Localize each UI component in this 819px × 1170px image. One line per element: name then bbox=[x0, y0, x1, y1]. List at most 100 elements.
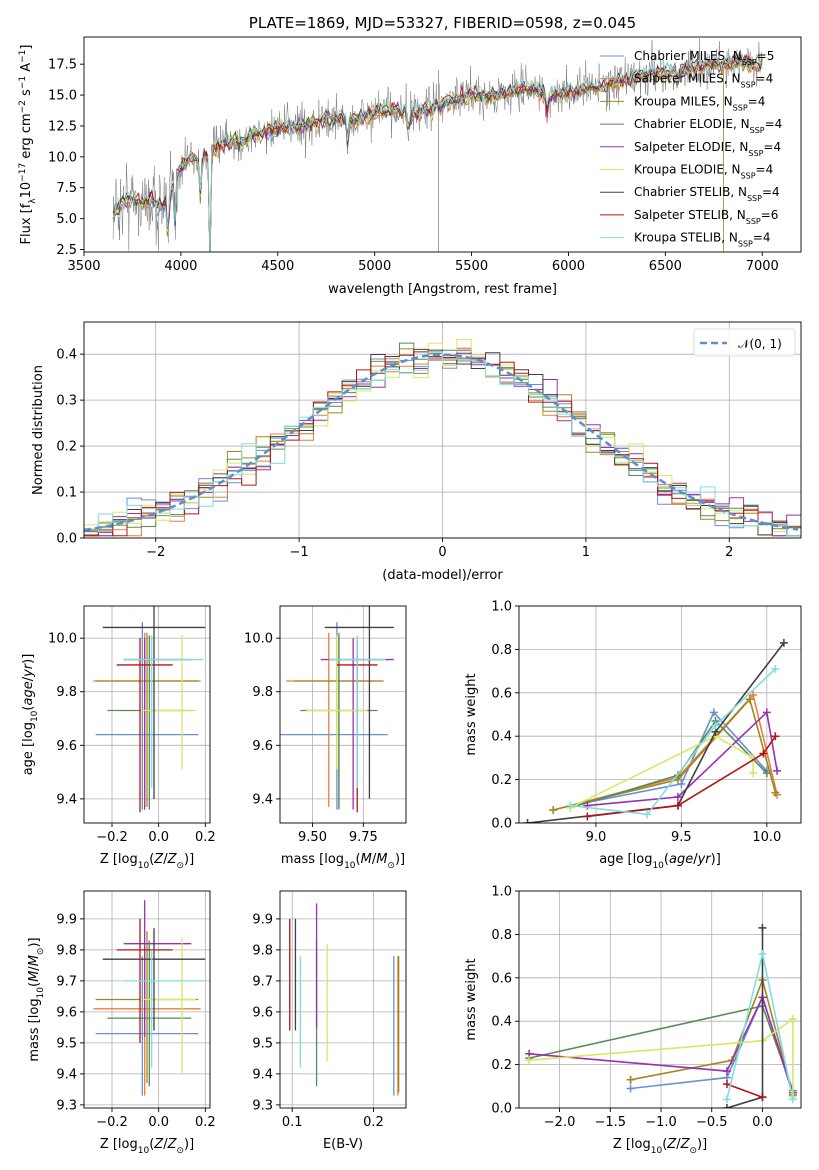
x-tick-label: 4000 bbox=[164, 259, 197, 274]
x-tick-label: −1.0 bbox=[645, 1115, 677, 1130]
y-axis-label: age [log10(age/yr)] bbox=[21, 654, 40, 776]
label-part: / bbox=[372, 852, 377, 867]
weight-marker-2 bbox=[771, 788, 780, 797]
y-tick-label: 9.5 bbox=[56, 1036, 77, 1051]
y-tick-label: 9.9 bbox=[252, 912, 273, 927]
weight-line-7 bbox=[726, 1083, 763, 1098]
weight-marker-0 bbox=[709, 708, 718, 717]
y-axis-label: Flux [fλ10−17 erg cm−2 s−1 A−1] bbox=[18, 45, 38, 245]
weight-line-4 bbox=[529, 995, 794, 1094]
legend-name: Chabrier ELODIE, N bbox=[634, 117, 750, 131]
x-tick-label: 0 bbox=[438, 545, 446, 560]
normal-curve bbox=[84, 353, 799, 532]
chart-4: 9.0 9.5 10.0 0.0 0.2 0.4 0.6 0.8 1.0 age [log10(a… bbox=[464, 600, 802, 871]
weight-marker-7 bbox=[673, 801, 682, 810]
legend-sub: SSP bbox=[748, 148, 763, 157]
label-part: −17 bbox=[18, 163, 28, 182]
model-line-7 bbox=[112, 54, 763, 252]
x-axis-label: wavelength [Angstrom, rest frame] bbox=[328, 282, 557, 297]
x-tick-label: 4500 bbox=[261, 259, 294, 274]
label-part: Z bbox=[167, 852, 178, 867]
x-axis-label: Z [log10(Z/Z⊙)] bbox=[100, 852, 194, 871]
weight-line-3 bbox=[570, 719, 768, 809]
chart-5: −0.2 0.0 0.29.39.49.59.69.79.89.9Z [log10(… bbox=[27, 890, 216, 1156]
label-part: 10 bbox=[138, 1146, 150, 1156]
plot-area bbox=[84, 891, 210, 1108]
y-tick-label: 0.8 bbox=[491, 643, 512, 658]
legend-label-2: Kroupa MILES, NSSP=4 bbox=[634, 94, 765, 112]
weight-marker-8 bbox=[722, 1095, 731, 1104]
legend-name: Chabrier MILES, N bbox=[634, 49, 742, 63]
y-tick-label: 0.2 bbox=[491, 1058, 512, 1073]
weight-marker-8 bbox=[758, 949, 767, 958]
label-part: age [log bbox=[21, 722, 36, 775]
label-part: yr bbox=[21, 662, 36, 678]
chart-1: −2 −1 0 1 2 0.0 0.1 0.2 0.3 0.4 (data-model)/error… bbox=[31, 321, 802, 583]
weight-marker-5 bbox=[749, 769, 758, 778]
weight-marker-6 bbox=[758, 923, 767, 932]
plot-area bbox=[84, 606, 210, 823]
y-tick-label: 9.8 bbox=[252, 685, 273, 700]
label-part: ⊙ bbox=[689, 1146, 697, 1156]
x-tick-label: 6000 bbox=[552, 259, 585, 274]
label-part: Flux [f bbox=[19, 203, 34, 244]
label-part: s bbox=[19, 89, 34, 100]
y-axis-label: mass [log10(M/M⊙)] bbox=[27, 937, 46, 1061]
legend-count: =4 bbox=[756, 163, 774, 177]
y-tick-label: 9.6 bbox=[252, 1005, 273, 1020]
label-part: ] bbox=[19, 45, 34, 50]
legend-label-5: Kroupa ELODIE, NSSP=4 bbox=[634, 163, 773, 181]
x-tick-label: −1 bbox=[290, 545, 309, 560]
y-tick-label: 9.8 bbox=[56, 685, 77, 700]
legend-sub: SSP bbox=[747, 194, 762, 203]
y-tick-label: 0.6 bbox=[491, 971, 512, 986]
plot-area bbox=[519, 891, 801, 1108]
weight-marker-6 bbox=[779, 638, 788, 647]
weight-marker-8 bbox=[788, 1095, 797, 1104]
y-tick-label: 0.2 bbox=[56, 440, 77, 455]
legend-label-4: Salpeter ELODIE, NSSP=4 bbox=[634, 140, 781, 158]
label-part: 10 bbox=[30, 710, 40, 722]
legend: 𝒩(0, 1) bbox=[693, 328, 796, 357]
y-tick-label: 9.4 bbox=[56, 792, 77, 807]
legend-label-7: Salpeter STELIB, NSSP=6 bbox=[634, 208, 778, 226]
x-tick-label: −0.2 bbox=[96, 1115, 128, 1130]
legend-count: =5 bbox=[757, 49, 775, 63]
x-axis-label: mass [log10(M/M⊙)] bbox=[281, 852, 405, 871]
y-tick-label: 9.6 bbox=[252, 739, 273, 754]
weight-marker-3 bbox=[762, 769, 771, 778]
y-tick-label: 9.3 bbox=[252, 1098, 273, 1113]
label-part: λ bbox=[28, 198, 38, 204]
weight-marker-8 bbox=[711, 721, 720, 730]
x-tick-label: 0.2 bbox=[363, 1115, 384, 1130]
weight-marker-7 bbox=[583, 812, 592, 821]
chart-7: −2.0 −1.5 −1.0 −0.5 0.0 0.0 0.2 0.4 0.6 0.8 1.0 Z [… bbox=[464, 885, 802, 1156]
y-axis-label: Normed distribution bbox=[31, 365, 46, 495]
label-part: mass [log bbox=[27, 998, 42, 1061]
label-part: age bbox=[21, 681, 36, 705]
y-tick-label: 9.8 bbox=[56, 943, 77, 958]
x-tick-label: 0.0 bbox=[752, 1115, 773, 1130]
y-tick-label: 9.8 bbox=[252, 943, 273, 958]
legend-count: =4 bbox=[753, 231, 771, 245]
x-tick-label: 9.75 bbox=[349, 830, 378, 845]
legend-count: =4 bbox=[762, 185, 780, 199]
weight-marker-0 bbox=[626, 1084, 635, 1093]
label-part: −1 bbox=[18, 50, 28, 63]
x-tick-label: 5500 bbox=[455, 259, 488, 274]
label-part: M bbox=[27, 955, 42, 966]
label-part: age [log bbox=[599, 852, 652, 867]
legend-name: Kroupa STELIB, N bbox=[634, 231, 738, 245]
label-part: )] bbox=[711, 852, 721, 867]
x-tick-label: 0.2 bbox=[195, 1115, 216, 1130]
weight-marker-7 bbox=[759, 749, 768, 758]
x-tick-label: −0.2 bbox=[96, 830, 128, 845]
label-part: Z bbox=[666, 1137, 677, 1152]
label-part: mass [log bbox=[281, 852, 344, 867]
weight-marker-5 bbox=[525, 1056, 534, 1065]
chart-2: −0.2 0.0 0.29.49.69.810.0Z [log10(Z/Z⊙)]ag… bbox=[21, 605, 216, 871]
weight-line-2 bbox=[630, 977, 794, 1096]
y-tick-label: 0.0 bbox=[56, 532, 77, 547]
label-part: )] bbox=[184, 1137, 194, 1152]
weight-line-2 bbox=[553, 697, 777, 811]
